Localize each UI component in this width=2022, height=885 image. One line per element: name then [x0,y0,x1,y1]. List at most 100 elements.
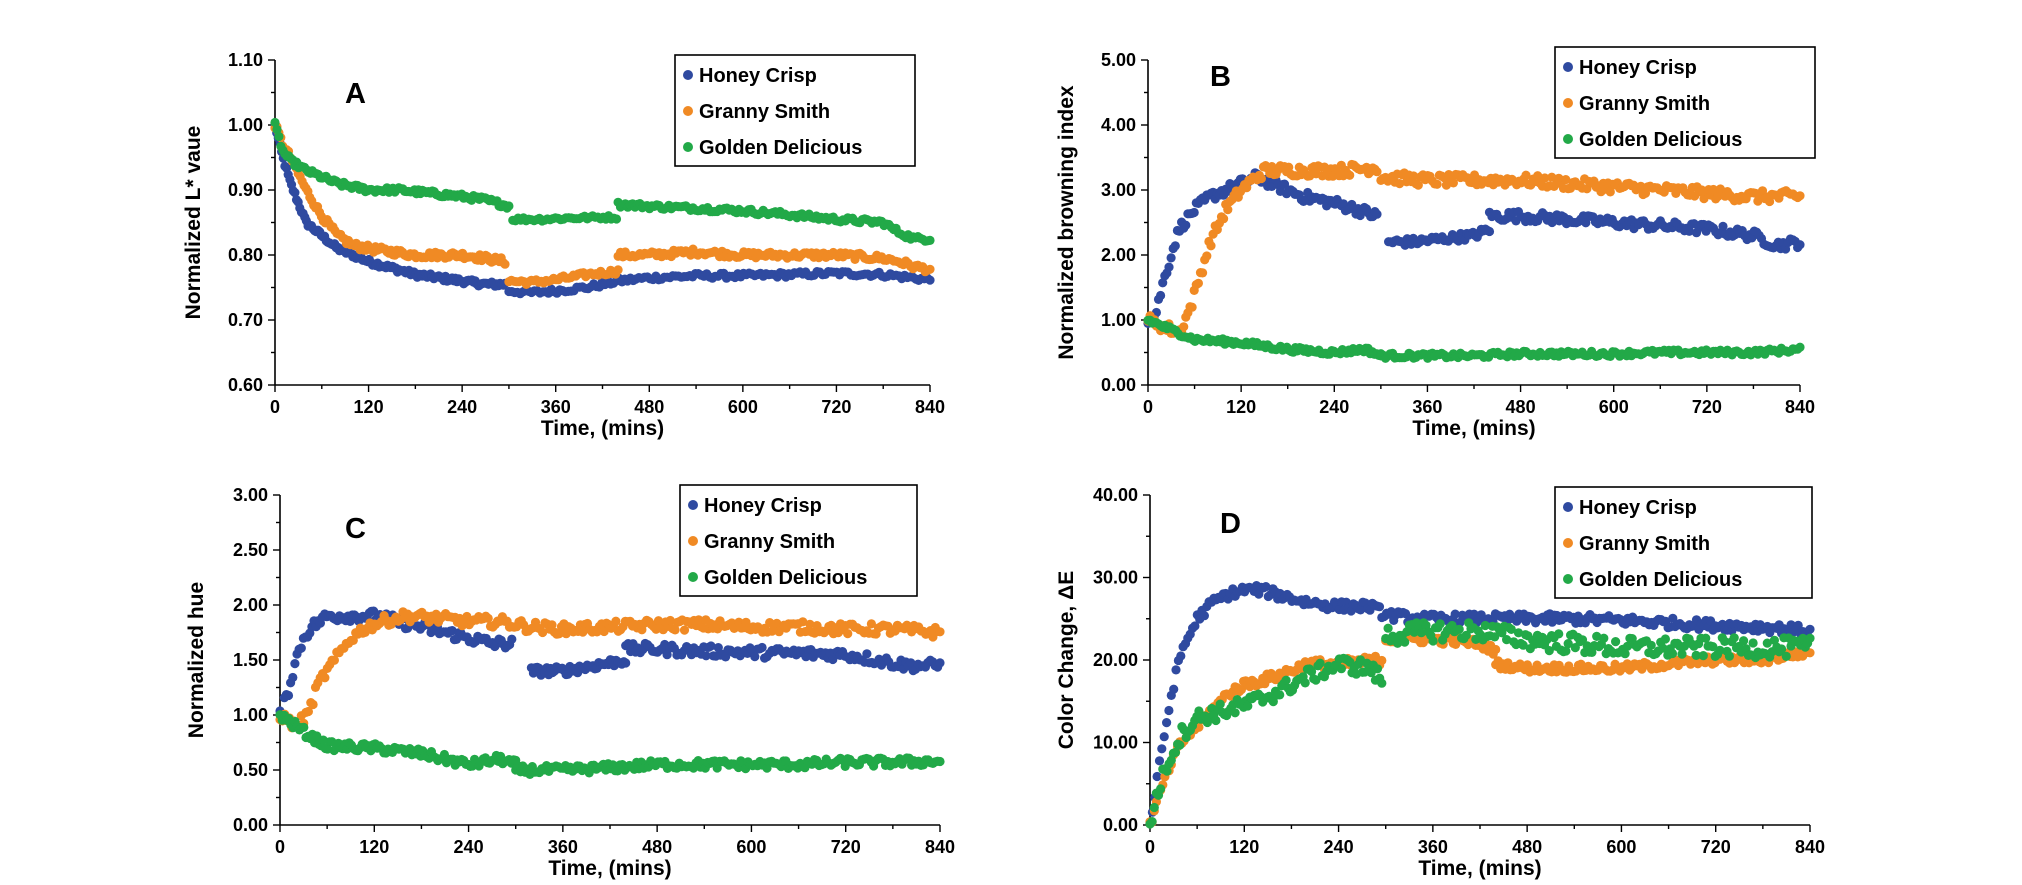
y-tick-label: 5.00 [1101,50,1136,70]
x-axis-label: Time, (mins) [548,857,671,880]
series-golden-delicious [1143,315,1805,363]
data-point [1336,664,1346,674]
data-point [1275,690,1285,700]
data-point [1605,187,1615,197]
y-tick-label: 1.10 [228,50,263,70]
legend-marker [1563,98,1573,108]
y-tick-label: 0.60 [228,375,263,395]
data-point [1284,162,1294,172]
legend-label: Honey Crisp [704,495,822,517]
panel-letter: A [345,78,366,110]
x-tick-label: 0 [1143,397,1153,417]
data-point [599,626,609,637]
data-point [1193,278,1203,288]
data-point [1395,179,1405,189]
data-point [1156,784,1166,794]
data-point [1428,636,1438,646]
data-point [483,613,493,624]
data-point [750,652,760,662]
data-point [288,672,298,683]
data-point [1777,644,1787,654]
y-tick-label: 30.00 [1093,568,1138,588]
data-point [1400,609,1411,619]
x-tick-label: 0 [270,397,280,417]
y-tick-label: 0.80 [228,245,263,265]
data-point [798,617,808,627]
x-tick-label: 840 [925,837,955,857]
data-point [1561,175,1571,185]
legend-label: Golden Delicious [704,567,867,589]
panel-letter: C [345,513,366,545]
data-point [1781,651,1791,662]
data-point [308,699,318,710]
data-point [670,625,680,635]
data-point [1691,650,1701,661]
data-point [507,634,517,644]
data-point [1739,636,1749,646]
data-point [1261,582,1271,592]
data-point [613,265,623,275]
legend-box [674,54,916,167]
x-tick-label: 0 [275,837,285,857]
data-point [1166,755,1176,765]
y-tick-label: 0.00 [233,815,268,835]
data-point [1355,605,1366,615]
x-tick-label: 480 [642,837,672,857]
x-tick-label: 480 [1506,397,1536,417]
x-tick-label: 120 [1226,397,1256,417]
x-axis-label: Time, (mins) [541,417,664,440]
y-tick-label: 2.50 [233,540,268,560]
data-point [1795,342,1805,352]
y-tick-label: 0.00 [1103,815,1138,835]
data-point [1667,648,1678,659]
data-point [1636,181,1646,191]
legend-marker [683,106,693,116]
data-point [1164,705,1174,716]
data-point [679,625,690,635]
data-point [1502,635,1512,645]
y-tick-label: 10.00 [1093,733,1138,753]
legend-marker [688,500,698,510]
legend-marker [688,536,698,546]
data-point [1698,651,1708,661]
legend-marker [683,70,693,80]
data-point [1461,630,1471,640]
data-point [1176,651,1186,661]
x-tick-label: 360 [548,837,578,857]
data-point [1795,191,1805,201]
y-tick-label: 0.90 [228,180,263,200]
y-tick-label: 1.00 [228,115,263,135]
legend-label: Granny Smith [1579,93,1710,115]
legend-box [679,484,918,597]
y-tick-label: 20.00 [1093,650,1138,670]
series-granny-smith [270,122,935,289]
data-point [283,690,294,701]
data-point [1147,817,1157,827]
data-point [611,214,622,224]
data-point [1448,178,1458,188]
data-point [1684,226,1694,236]
data-point [1518,640,1528,650]
data-point [1242,183,1252,193]
data-point [1372,209,1382,219]
data-point [1345,170,1355,180]
data-point [1372,167,1382,177]
x-tick-label: 840 [915,397,945,417]
data-point [303,706,313,717]
data-point [1592,631,1602,642]
data-point [1677,649,1687,659]
x-tick-label: 840 [1785,397,1815,417]
data-point [1156,290,1166,301]
data-point [651,624,661,634]
series-golden-delicious [270,117,935,246]
data-point [706,641,716,651]
legend-box [1554,46,1816,159]
data-point [1159,732,1169,742]
data-point [1300,678,1310,688]
data-point [274,131,284,142]
legend: Honey Crisp Granny Smith Golden Delicious [1554,46,1816,159]
legend-marker [688,572,698,582]
data-point [272,124,282,135]
data-point [1699,194,1709,204]
panel-b: 0.00 1.00 2.00 3.00 4.00 5.00 0 120 240 360 480 600… [1055,46,1816,440]
